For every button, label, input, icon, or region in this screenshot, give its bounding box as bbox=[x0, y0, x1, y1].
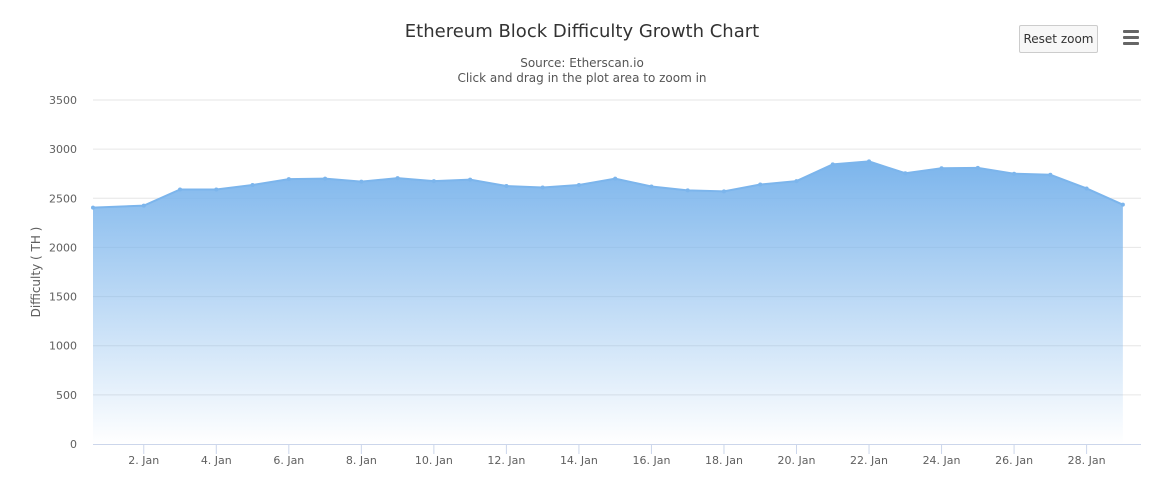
chart-source: Source: Etherscan.io bbox=[520, 56, 644, 70]
y-tick-label-2500: 2500 bbox=[49, 192, 77, 205]
y-tick-label-1000: 1000 bbox=[49, 340, 77, 353]
data-point[interactable] bbox=[903, 171, 908, 176]
data-point[interactable] bbox=[540, 185, 545, 190]
x-tick-label-14: 14. Jan bbox=[560, 454, 598, 467]
data-point[interactable] bbox=[685, 188, 690, 193]
reset-zoom-button[interactable]: Reset zoom bbox=[1019, 25, 1098, 53]
y-axis-title: Difficulty ( TH ) bbox=[29, 227, 43, 318]
data-point[interactable] bbox=[1120, 202, 1125, 207]
data-point[interactable] bbox=[504, 184, 509, 188]
data-point[interactable] bbox=[250, 183, 255, 188]
data-point[interactable] bbox=[431, 179, 436, 184]
zoom-instruction: Click and drag in the plot area to zoom … bbox=[457, 71, 707, 85]
data-point[interactable] bbox=[468, 177, 473, 182]
x-tick-label-20: 20. Jan bbox=[778, 454, 816, 467]
data-point[interactable] bbox=[141, 203, 146, 208]
x-tick-label-16: 16. Jan bbox=[632, 454, 670, 467]
y-tick-label-0: 0 bbox=[70, 438, 77, 451]
x-tick-label-22: 22. Jan bbox=[850, 454, 888, 467]
data-point[interactable] bbox=[286, 177, 291, 182]
data-point[interactable] bbox=[576, 183, 581, 188]
x-tick-label-26: 26. Jan bbox=[995, 454, 1033, 467]
x-tick-label-12: 12. Jan bbox=[487, 454, 525, 467]
data-point[interactable] bbox=[214, 187, 219, 192]
x-tick-label-8: 8. Jan bbox=[346, 454, 377, 467]
x-tick-label-6: 6. Jan bbox=[273, 454, 304, 467]
data-point[interactable] bbox=[830, 162, 835, 167]
x-tick-label-18: 18. Jan bbox=[705, 454, 743, 467]
data-point[interactable] bbox=[649, 184, 654, 189]
y-tick-label-500: 500 bbox=[56, 389, 77, 402]
data-point[interactable] bbox=[721, 189, 726, 194]
data-point[interactable] bbox=[1084, 186, 1089, 191]
data-point[interactable] bbox=[91, 205, 95, 210]
data-point[interactable] bbox=[975, 165, 980, 170]
data-point[interactable] bbox=[178, 187, 183, 192]
axes: 0 500 1000 1500 2000 2500 3000 3500 2. Jan 4. Jan… bbox=[49, 94, 1141, 467]
data-point[interactable] bbox=[359, 179, 364, 184]
y-tick-label-1500: 1500 bbox=[49, 291, 77, 304]
data-point[interactable] bbox=[758, 182, 763, 187]
data-point[interactable] bbox=[867, 159, 872, 164]
data-point[interactable] bbox=[323, 176, 328, 181]
y-tick-label-3000: 3000 bbox=[49, 143, 77, 156]
x-tick-label-2: 2. Jan bbox=[128, 454, 159, 467]
y-tick-label-2000: 2000 bbox=[49, 241, 77, 254]
chart-title: Ethereum Block Difficulty Growth Chart bbox=[404, 21, 760, 42]
chart-subtitle: Source: Etherscan.io Click and drag in t… bbox=[0, 56, 1164, 86]
x-tick-label-28: 28. Jan bbox=[1068, 454, 1106, 467]
hamburger-menu-icon[interactable] bbox=[1120, 27, 1142, 47]
y-tick-label-3500: 3500 bbox=[49, 94, 77, 107]
plot-area[interactable] bbox=[91, 159, 1125, 444]
data-point[interactable] bbox=[939, 166, 944, 171]
data-point[interactable] bbox=[794, 179, 799, 184]
data-point[interactable] bbox=[1012, 171, 1017, 176]
data-point[interactable] bbox=[613, 176, 618, 181]
data-point[interactable] bbox=[395, 176, 400, 181]
x-tick-label-10: 10. Jan bbox=[415, 454, 453, 467]
data-point[interactable] bbox=[1048, 172, 1053, 177]
series-area-0 bbox=[93, 161, 1123, 444]
x-tick-label-24: 24. Jan bbox=[923, 454, 961, 467]
x-tick-label-4: 4. Jan bbox=[201, 454, 232, 467]
